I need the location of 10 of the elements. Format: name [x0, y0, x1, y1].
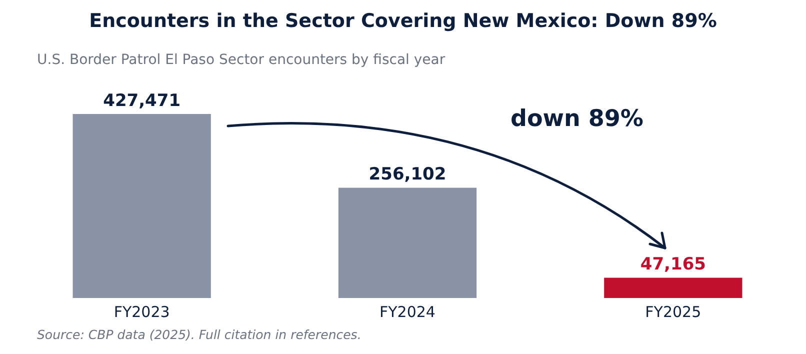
data-label: 256,102 [368, 164, 446, 185]
annotation: down 89% [510, 106, 644, 132]
chart-title: Encounters in the Sector Covering New Mexico: Down 89% [88, 10, 718, 32]
x-tick-label: FY2024 [380, 302, 436, 321]
x-tick-label: FY2025 [645, 302, 702, 321]
chart-subtitle: U.S. Border Patrol El Paso Sector encounters by fiscal year [37, 52, 446, 68]
data-label: 47,165 [640, 254, 706, 275]
source-note: Source: CBP data (2025). Full citation in references. [37, 327, 362, 342]
x-tick-label: FY2023 [114, 302, 170, 321]
data-label: 427,471 [103, 90, 181, 111]
